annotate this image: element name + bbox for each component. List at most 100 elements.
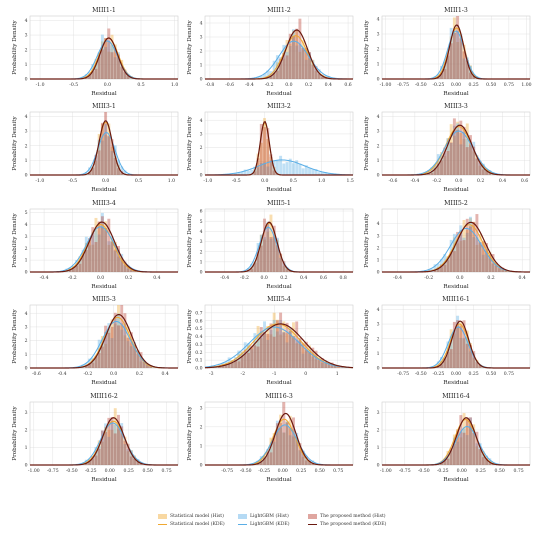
hist-bar xyxy=(104,426,108,465)
legend-label: Statistical model (KDE) xyxy=(170,522,225,527)
kde-line xyxy=(205,122,353,176)
hist-bar xyxy=(104,221,108,272)
hist-bar xyxy=(100,430,104,465)
kde-line xyxy=(382,419,530,466)
y-tick-label: 1 xyxy=(200,159,203,165)
hist-bar xyxy=(139,352,143,368)
hist-bar xyxy=(288,415,292,465)
hist-bar xyxy=(100,336,104,368)
hist-bar xyxy=(266,451,270,465)
hist-bar xyxy=(288,435,292,465)
hist-bar xyxy=(123,440,127,465)
hist-bar xyxy=(120,258,124,272)
kde-line xyxy=(205,40,354,80)
hist-bar xyxy=(123,72,127,79)
hist-bar xyxy=(504,269,508,272)
hist-bar xyxy=(459,437,463,465)
hist-bar xyxy=(104,431,108,465)
x-tick-label: 0.2 xyxy=(125,275,132,281)
kde-line xyxy=(382,124,530,176)
hist-bar xyxy=(456,121,460,175)
hist-bar xyxy=(452,32,456,79)
hist-bar xyxy=(110,338,114,368)
hist-bar xyxy=(104,331,108,368)
y-tick-label: 5 xyxy=(25,210,28,216)
hist-bar xyxy=(256,251,260,272)
hist-bar xyxy=(285,421,289,465)
x-axis-label: Residual xyxy=(91,380,117,386)
x-tick-label: -0.6 xyxy=(389,178,398,184)
hist-bar xyxy=(234,359,238,368)
hist-bar xyxy=(446,350,450,368)
x-tick-label: 0.5 xyxy=(135,178,142,184)
hist-bar xyxy=(298,442,302,465)
hist-bar xyxy=(308,349,312,368)
hist-bar xyxy=(475,361,479,368)
hist-bar xyxy=(320,74,324,79)
hist-bar xyxy=(104,325,108,368)
y-tick-label: 0 xyxy=(377,77,380,83)
hist-bar xyxy=(443,69,447,79)
hist-bar xyxy=(129,342,133,368)
y-tick-label: 2 xyxy=(25,47,28,53)
hist-bar xyxy=(71,268,75,272)
hist-bar xyxy=(449,251,453,272)
x-tick-label: -0.2 xyxy=(68,275,77,281)
hist-bar xyxy=(117,429,120,465)
subplot-title: MIII3-3 xyxy=(444,103,468,110)
hist-bar xyxy=(136,350,140,368)
hist-bar xyxy=(100,226,104,272)
y-tick-label: 2 xyxy=(25,338,28,344)
hist-bar xyxy=(324,172,328,175)
hist-bar xyxy=(126,265,130,272)
hist-bar xyxy=(91,167,95,175)
x-tick-label: -0.2 xyxy=(432,178,441,184)
y-tick-label: 4 xyxy=(377,307,380,313)
hist-bar xyxy=(243,349,247,368)
hist-bar xyxy=(443,460,447,465)
x-axis-label: Residual xyxy=(266,477,292,483)
hist-bar xyxy=(285,267,289,272)
x-tick-label: 0.75 xyxy=(161,468,171,474)
hist-bar xyxy=(113,241,117,272)
hist-bar xyxy=(446,260,450,272)
hist-bar xyxy=(440,73,443,79)
y-tick-label: 3 xyxy=(25,33,28,39)
hist-bar xyxy=(71,266,75,272)
legend-swatch xyxy=(238,514,247,519)
x-tick-label: 1.0 xyxy=(168,178,175,184)
hist-bar xyxy=(282,432,286,465)
y-tick-label: 0 xyxy=(25,173,28,179)
hist-bar xyxy=(472,430,476,465)
hist-bar xyxy=(314,350,318,368)
hist-bar xyxy=(314,355,318,368)
kde-line xyxy=(382,126,530,176)
hist-bar xyxy=(282,261,286,272)
hist-bar xyxy=(472,357,476,368)
y-axis-label: Probability Density xyxy=(12,116,18,171)
hist-bar xyxy=(452,17,456,79)
hist-bar xyxy=(452,443,456,465)
hist-bar xyxy=(88,459,91,465)
hist-bar xyxy=(88,364,91,368)
hist-bar xyxy=(126,268,130,272)
hist-bar xyxy=(324,362,328,368)
hist-bar xyxy=(446,55,450,79)
hist-bar xyxy=(459,240,463,272)
hist-bar xyxy=(488,461,492,465)
hist-bar xyxy=(501,269,505,272)
hist-bar xyxy=(440,364,443,368)
x-tick-label: 0.2 xyxy=(305,82,312,88)
legend: Statistical model (Hist) Statistical mode… xyxy=(158,514,398,534)
hist-bar xyxy=(320,358,324,368)
hist-bar xyxy=(292,436,295,465)
hist-bar xyxy=(304,455,308,465)
legend-swatch xyxy=(158,523,167,526)
hist-bar xyxy=(272,170,276,175)
kde-line xyxy=(205,29,353,80)
hist-bar xyxy=(94,447,98,465)
hist-bar xyxy=(94,155,98,175)
kde-line xyxy=(382,24,530,80)
y-tick-label: 3 xyxy=(377,410,380,416)
hist-bar xyxy=(269,334,273,368)
